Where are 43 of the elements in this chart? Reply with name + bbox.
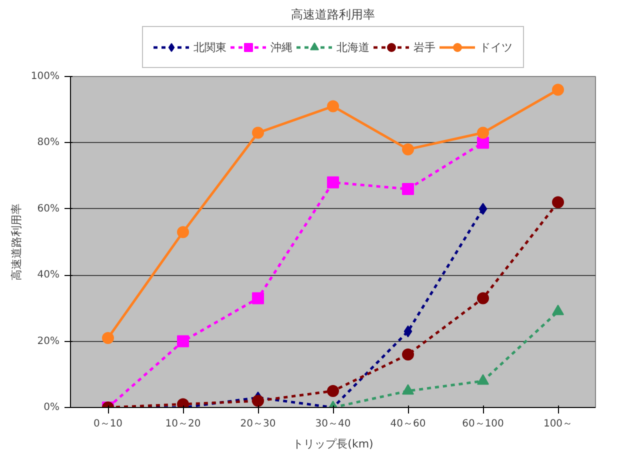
- legend-label: ドイツ: [480, 40, 512, 54]
- x-tick-label: 40～60: [390, 418, 426, 430]
- point: [252, 394, 264, 407]
- y-tick-label: 40%: [37, 270, 60, 281]
- y-tick-label: 80%: [37, 137, 60, 148]
- chart-title: 高速道路利用率: [291, 8, 375, 22]
- x-tick-label: 10～20: [165, 418, 201, 430]
- point: [477, 292, 489, 304]
- point: [402, 183, 414, 196]
- y-axis-title: 高速道路利用率: [10, 204, 23, 280]
- point: [252, 126, 264, 139]
- x-tick-label: 100～: [543, 418, 573, 430]
- y-tick-label: 0%: [44, 402, 60, 413]
- point: [552, 304, 564, 316]
- point: [552, 196, 564, 208]
- y-tick-label: 60%: [37, 203, 60, 214]
- legend-label: 北関東: [194, 40, 226, 54]
- x-tick-label: 0～10: [93, 418, 123, 430]
- x-tick-label: 30～40: [315, 418, 351, 430]
- point: [552, 84, 564, 96]
- y-tick-label: 20%: [37, 336, 60, 347]
- x-tick-label: 60～100: [462, 418, 504, 430]
- x-axis-title: トリップ長(km): [292, 438, 374, 450]
- point: [477, 126, 489, 139]
- point: [327, 100, 339, 112]
- legend-label: 沖縄: [270, 40, 292, 54]
- point: [402, 384, 414, 395]
- legend-label: 北海道: [336, 40, 370, 54]
- point: [252, 292, 264, 304]
- point: [477, 374, 489, 385]
- x-tick-label: 20～30: [240, 418, 276, 430]
- y-tick-label: 100%: [30, 71, 60, 82]
- point: [477, 136, 489, 149]
- point: [478, 202, 488, 215]
- legend-label: 岩手: [414, 40, 436, 54]
- point: [404, 325, 412, 338]
- point: [402, 143, 414, 156]
- point: [102, 332, 114, 344]
- point: [327, 176, 339, 188]
- point: [177, 226, 189, 238]
- point: [177, 335, 189, 348]
- point: [402, 348, 414, 361]
- point: [327, 384, 339, 397]
